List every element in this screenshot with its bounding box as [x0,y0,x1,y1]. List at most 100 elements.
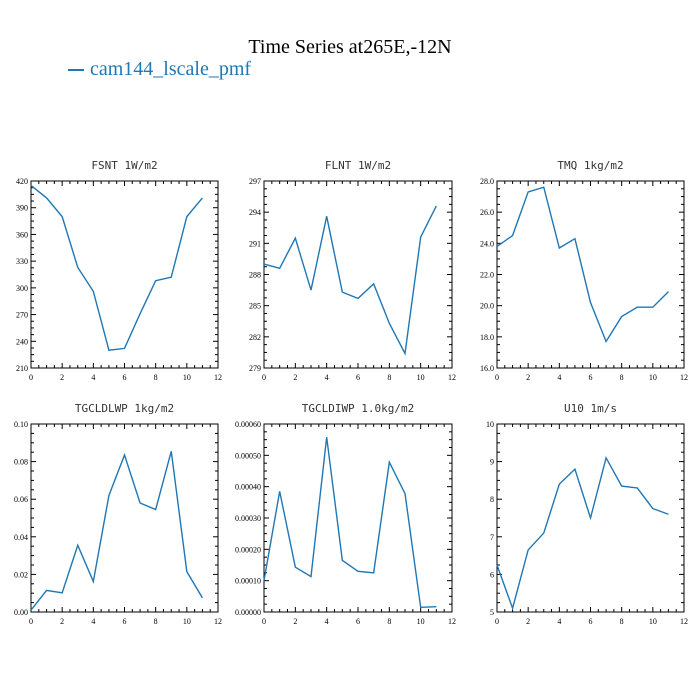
x-tick-label: 12 [214,617,222,626]
series-line [496,455,669,611]
y-tick-label: 330 [16,257,28,266]
x-tick-label: 8 [154,373,158,382]
y-tick-label: 8 [490,495,494,504]
y-tick-label: 18.0 [480,333,494,342]
x-tick-label: 4 [91,617,95,626]
figure-title: Time Series at265E,-12N [248,36,452,58]
plot-frame [30,423,219,613]
x-tick-label: 10 [417,617,425,626]
y-tick-label: 0.00050 [235,451,261,460]
y-tick-label: 0.00030 [235,514,261,523]
series-line [30,451,204,611]
x-tick-label: 8 [154,617,158,626]
panel-title: TGCLDLWP 1kg/m2 [75,402,174,415]
x-tick-label: 2 [526,617,530,626]
plot-frame [263,423,453,613]
plot-frame [30,180,219,369]
x-tick-label: 4 [557,373,561,382]
y-tick-label: 0.06 [14,495,28,504]
panel-title: TGCLDIWP 1.0kg/m2 [302,402,415,415]
y-tick-label: 390 [16,204,28,213]
x-tick-label: 6 [589,617,593,626]
chart-panel: FSNT 1W/m2 0 2 4 6 8 10 12 210 240 270 300 330 360 390… [16,159,222,382]
x-tick-label: 4 [325,617,329,626]
x-tick-label: 0 [262,617,266,626]
x-tick-label: 10 [417,373,425,382]
y-tick-label: 0.00000 [235,608,261,617]
panel-title: TMQ 1kg/m2 [557,159,623,172]
x-tick-label: 6 [356,373,360,382]
chart-panel: TGCLDLWP 1kg/m2 0 2 4 6 8 10 12 0.00 0.02 0.04 0.06… [14,402,222,626]
y-tick-label: 6 [490,570,494,579]
x-tick-label: 6 [123,373,127,382]
y-tick-label: 16.0 [480,364,494,373]
x-tick-label: 8 [387,373,391,382]
x-tick-label: 8 [387,617,391,626]
plot-frame [263,180,453,369]
x-tick-label: 0 [29,617,33,626]
y-tick-label: 0.00010 [235,577,261,586]
chart-panel: TMQ 1kg/m2 0 2 4 6 8 10 12 16.0 18.0 20.0 22.0 24.0 2… [480,159,688,382]
x-tick-label: 0 [495,373,499,382]
x-tick-label: 6 [123,617,127,626]
plot-frame [496,180,685,369]
x-tick-label: 8 [620,617,624,626]
x-tick-label: 2 [293,617,297,626]
legend: cam144_lscale_pmf [68,58,251,81]
x-tick-label: 10 [183,373,191,382]
y-tick-label: 240 [16,337,28,346]
x-tick-label: 4 [325,373,329,382]
y-tick-label: 0.02 [14,570,28,579]
x-tick-label: 12 [448,373,456,382]
y-tick-label: 291 [249,239,261,248]
x-tick-label: 4 [557,617,561,626]
legend-label: cam144_lscale_pmf [90,58,252,80]
x-tick-label: 10 [183,617,191,626]
series-line [496,186,669,344]
y-tick-label: 0.10 [14,420,28,429]
y-tick-label: 7 [490,533,494,542]
series-line [263,205,437,356]
x-tick-label: 2 [60,373,64,382]
y-tick-label: 10 [486,420,494,429]
x-tick-label: 8 [620,373,624,382]
panel-title: FSNT 1W/m2 [91,159,157,172]
x-tick-label: 4 [91,373,95,382]
y-tick-label: 0.00020 [235,545,261,554]
y-tick-label: 20.0 [480,302,494,311]
x-tick-label: 2 [526,373,530,382]
y-tick-label: 22.0 [480,271,494,280]
y-tick-label: 210 [16,364,28,373]
y-tick-label: 0.08 [14,458,28,467]
x-tick-label: 10 [649,373,657,382]
y-tick-label: 0.04 [14,533,28,542]
chart-panel: U10 1m/s 0 2 4 6 8 10 12 5 6 7 8 9 10 [486,402,688,626]
y-tick-label: 297 [249,177,261,186]
y-tick-label: 285 [249,302,261,311]
chart-panel: TGCLDIWP 1.0kg/m2 0 2 4 6 8 10 12 0.00000 0.00010… [235,402,456,626]
series-line [263,437,437,609]
x-tick-label: 2 [60,617,64,626]
panel-title: FLNT 1W/m2 [325,159,391,172]
panel-title: U10 1m/s [564,402,617,415]
y-tick-label: 26.0 [480,208,494,217]
y-tick-label: 5 [490,608,494,617]
y-tick-label: 24.0 [480,239,494,248]
y-tick-label: 270 [16,311,28,320]
x-tick-label: 0 [495,617,499,626]
y-tick-label: 0.00 [14,608,28,617]
series-line [30,184,203,351]
y-tick-label: 288 [249,271,261,280]
y-tick-label: 300 [16,284,28,293]
x-tick-label: 12 [214,373,222,382]
x-tick-label: 12 [448,617,456,626]
x-tick-label: 0 [262,373,266,382]
y-tick-label: 0.00040 [235,483,261,492]
y-tick-label: 294 [249,208,261,217]
y-tick-label: 420 [16,177,28,186]
y-tick-label: 282 [249,333,261,342]
x-tick-label: 6 [589,373,593,382]
chart-panel: FLNT 1W/m2 0 2 4 6 8 10 12 279 282 285 288 291 294 297 [249,159,456,382]
x-tick-label: 0 [29,373,33,382]
